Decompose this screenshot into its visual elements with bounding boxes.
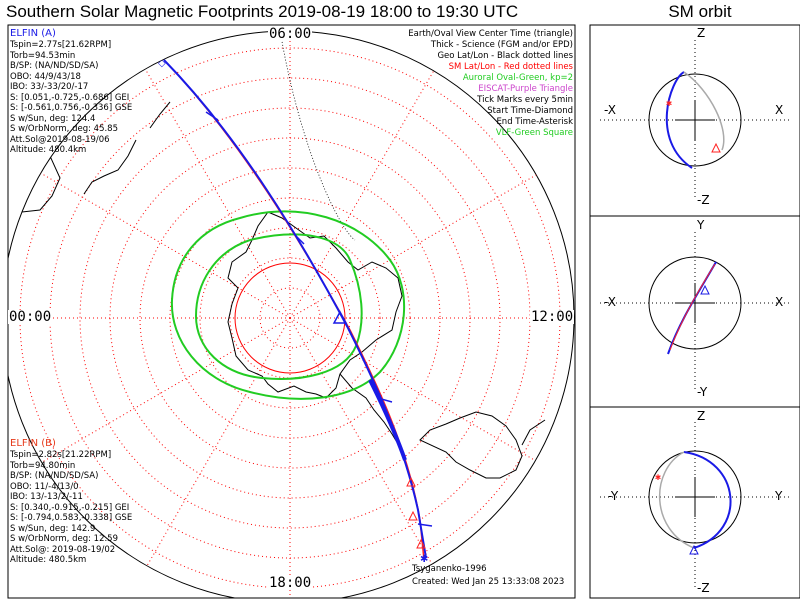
south-america-coastline bbox=[419, 411, 523, 479]
elfin-b-header: ELFIN (B) bbox=[10, 438, 56, 449]
orbit1-label-top: Z bbox=[697, 26, 706, 40]
elfin-a-line: IBO: 33/-33/20/-17 bbox=[10, 82, 89, 92]
orbit3-label-bottom: -Z bbox=[697, 581, 710, 595]
elfin-a-line: Tspin=2.77s[21.62RPM] bbox=[10, 40, 112, 50]
elfin-b-line: Tspin=2.82s[21.22RPM] bbox=[10, 450, 112, 460]
orbit1-label-right: X bbox=[775, 103, 784, 117]
center-time-triangle bbox=[332, 310, 348, 324]
sm-longitude-lines bbox=[8, 31, 574, 598]
elfin-a-line: S w/OrbNorm, deg: 45.85 bbox=[10, 124, 119, 134]
sm-pole-circle bbox=[234, 262, 346, 374]
legend: Earth/Oval View Center Time (triangle) T… bbox=[408, 29, 573, 139]
elfin-b-markers bbox=[406, 476, 426, 549]
mlt-label-top: 06:00 bbox=[268, 26, 313, 42]
orbit3-label-top: Z bbox=[697, 409, 706, 423]
geo-grid bbox=[279, 31, 356, 241]
model-credit: Tsyganenko-1996 bbox=[412, 564, 487, 574]
elfin-a-start-diamond: ◇ bbox=[158, 58, 166, 69]
sm-orbit-title: SM orbit bbox=[668, 2, 732, 21]
orbit-panel-xz: ✱ bbox=[600, 40, 790, 200]
elfin-a-line: B/SP: (NA/ND/SD/SA) bbox=[10, 61, 99, 71]
elfin-b-line: Torb=94.80min bbox=[10, 460, 76, 471]
orbit2-label-top: Y bbox=[697, 218, 705, 232]
elfin-a-end-asterisk: ✱ bbox=[420, 554, 428, 565]
elfin-a-line: Altitude: 480.4km bbox=[10, 145, 87, 155]
mlt-label-bottom: 18:00 bbox=[268, 575, 313, 591]
plot-title: Southern Solar Magnetic Footprints 2019-… bbox=[6, 2, 519, 21]
elfin-a-header: ELFIN (A) bbox=[10, 28, 56, 39]
legend-item: Earth/Oval View Center Time (triangle) bbox=[408, 29, 573, 39]
new-zealand-coastline bbox=[83, 101, 171, 195]
mlt-label-right: 12:00 bbox=[530, 309, 575, 325]
legend-item: EISCAT-Purple Triangle bbox=[478, 84, 573, 94]
orbit1-label-left: -X bbox=[604, 103, 616, 117]
legend-item: End Time-Asterisk bbox=[496, 117, 573, 127]
orbit-panel-xy bbox=[600, 232, 790, 392]
elfin-b-line: S w/Sun, deg: 142.9 bbox=[10, 523, 96, 534]
created-timestamp: Created: Wed Jan 25 13:33:08 2023 bbox=[412, 577, 565, 587]
orbit1-label-bottom: -Z bbox=[697, 193, 710, 207]
elfin-b-line: S w/OrbNorm, deg: 12.59 bbox=[10, 534, 119, 544]
elfin-a-line: S: [0.051,-0.725,-0.686] GEI bbox=[10, 92, 130, 103]
elfin-a-line: S: [-0.561,0.756,-0.336] GSE bbox=[10, 103, 133, 113]
legend-item: Geo Lat/Lon - Black dotted lines bbox=[437, 51, 573, 61]
svg-text:✱: ✱ bbox=[666, 98, 672, 109]
elfin-a-line: Att.Sol@2019-08-19/06 bbox=[10, 134, 110, 145]
mlt-label-left: 00:00 bbox=[8, 309, 53, 325]
legend-item: Start Time-Diamond bbox=[487, 106, 573, 116]
elfin-a-track bbox=[163, 59, 427, 559]
auroral-oval-inner bbox=[194, 233, 363, 380]
orbit-panels-frame bbox=[589, 24, 800, 599]
orbit2-label-right: X bbox=[775, 295, 784, 309]
elfin-b-line: Altitude: 480.5km bbox=[10, 555, 87, 565]
orbit3-label-left: -Y bbox=[608, 489, 619, 503]
auroral-oval-outer bbox=[170, 210, 406, 400]
legend-item: Tick Marks every 5min bbox=[477, 95, 573, 105]
elfin-a-line: S w/Sun, deg: 124.4 bbox=[10, 113, 96, 124]
elfin-b-info: ELFIN (B) Tspin=2.82s[21.22RPM] Torb=94.… bbox=[10, 438, 132, 566]
orbit3-label-right: Y bbox=[775, 489, 783, 503]
elfin-a-line: OBO: 44/9/43/18 bbox=[10, 71, 81, 82]
orbit2-label-bottom: -Y bbox=[697, 385, 708, 399]
elfin-a-science-segment bbox=[368, 379, 407, 461]
elfin-b-line: B/SP: (NA/ND/SD/SA) bbox=[10, 471, 99, 481]
elfin-a-tick-marks bbox=[205, 111, 433, 527]
elfin-b-line: Att.Sol@: 2019-08-19/02 bbox=[10, 544, 116, 555]
legend-item: Thick - Science (FGM and/or EPD) bbox=[430, 40, 573, 50]
elfin-a-line: Torb=94.53min bbox=[10, 50, 76, 61]
elfin-a-info: ELFIN (A) Tspin=2.77s[21.62RPM] Torb=94.… bbox=[10, 28, 132, 156]
legend-item: Auroral Oval-Green, kp=2 bbox=[462, 73, 573, 83]
elfin-b-line: S: [-0.794,0.583,-0.338] GSE bbox=[10, 513, 133, 523]
africa-coastline bbox=[521, 419, 546, 446]
legend-item: VLF-Green Square bbox=[495, 128, 573, 138]
elfin-b-line: S: [0.340,-0.915,-0.215] GEI bbox=[10, 502, 130, 513]
legend-item: SM Lat/Lon - Red dotted lines bbox=[448, 62, 573, 72]
elfin-b-line: OBO: 11/-4/13/0 bbox=[10, 481, 79, 492]
orbit-panel-yz: ✱ bbox=[600, 422, 790, 590]
elfin-b-track bbox=[165, 61, 425, 561]
credits: Tsyganenko-1996 Created: Wed Jan 25 13:3… bbox=[412, 563, 564, 589]
antarctica-coastline bbox=[227, 211, 403, 399]
elfin-b-line: IBO: 13/-13/2/-11 bbox=[10, 492, 83, 502]
svg-text:✱: ✱ bbox=[655, 472, 661, 483]
orbit2-label-left: -X bbox=[604, 295, 616, 309]
antarctic-peninsula bbox=[339, 373, 399, 445]
